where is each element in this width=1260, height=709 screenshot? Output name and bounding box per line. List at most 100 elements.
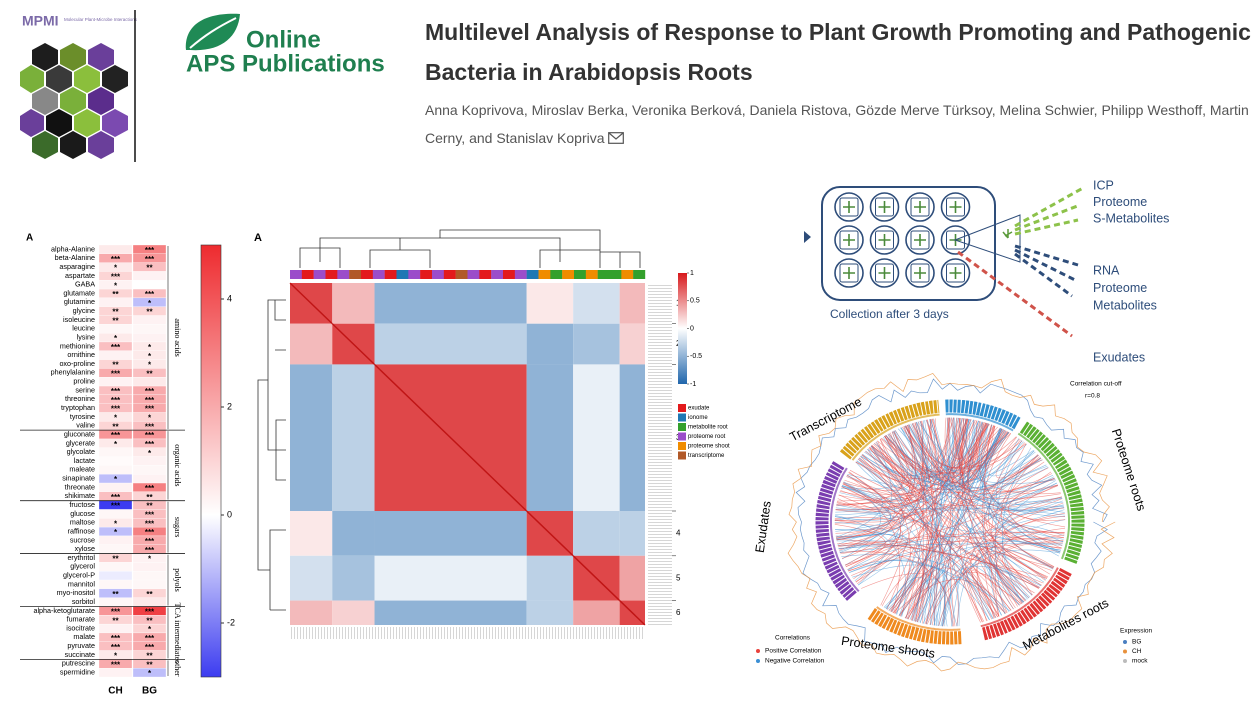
chord: [847, 535, 1055, 570]
significance: ***: [111, 272, 121, 281]
strip-cell: [491, 270, 504, 279]
heatmap-cell: [98, 623, 133, 634]
chord: [1008, 484, 1062, 549]
significance: *: [114, 440, 118, 449]
well: [905, 258, 935, 288]
strip-cell: [337, 270, 350, 279]
chord: [929, 527, 1066, 625]
metabolite-heatmap: A alpha-Alanine ***beta-Alanine *** ***aspa…: [20, 233, 235, 697]
chord: [961, 418, 1014, 610]
correlation-block: [526, 283, 574, 324]
strip-cell: [301, 270, 314, 279]
well: [905, 225, 935, 255]
legend-dot: [1123, 649, 1127, 654]
sector-rim: [876, 606, 961, 631]
chord: [934, 418, 1042, 586]
correlation-block: [290, 600, 333, 625]
chord: [881, 538, 1064, 607]
correlation-block: [526, 364, 574, 511]
correlation-block: [573, 364, 620, 511]
legend-label: ionome: [688, 415, 708, 421]
legend-swatch: [678, 423, 686, 431]
chord: [836, 421, 981, 508]
publisher-logo[interactable]: Online APS Publications: [185, 13, 385, 78]
well: [869, 225, 900, 255]
legend-swatch: [678, 432, 686, 441]
sector-rim: [1017, 432, 1070, 560]
well-insert: [875, 263, 894, 283]
group-label: other: [173, 660, 182, 677]
colorbar-tick-label: -0.5: [690, 353, 702, 360]
chord: [926, 419, 942, 625]
sector-ring: [815, 460, 857, 601]
significance: ***: [145, 607, 155, 616]
chord: [893, 422, 987, 614]
strip-cell: [621, 270, 634, 279]
chord: [852, 564, 951, 627]
chord: [956, 553, 1047, 627]
strip-cell: [396, 270, 409, 279]
seedling: [878, 201, 891, 213]
well: [940, 225, 971, 255]
top-dendrogram: [299, 229, 641, 268]
heatmap-cell: [98, 579, 133, 589]
metabolite-label: gluconate: [64, 429, 95, 438]
root-output: Metabolites: [1093, 298, 1157, 312]
email-icon[interactable]: [607, 132, 624, 144]
expression-title: Expression: [1120, 628, 1153, 635]
legend-dot: [756, 649, 760, 653]
correlation-block: [374, 511, 527, 556]
strip-cell: [467, 270, 480, 279]
chord: [849, 441, 911, 495]
metabolite-label: glycine: [73, 306, 95, 315]
chord: [931, 418, 1026, 602]
chord: [838, 543, 1063, 549]
significance: **: [112, 361, 119, 370]
significance: *: [148, 669, 152, 678]
correlation-block: [290, 323, 333, 365]
cluster-label: 6: [676, 608, 681, 617]
seedling: [914, 234, 926, 246]
strip-cell: [420, 270, 433, 279]
cluster-label: 4: [676, 529, 681, 538]
strip-cell: [361, 270, 374, 279]
correlation-block: [332, 555, 375, 601]
chord: [838, 541, 920, 611]
chord: [891, 417, 951, 612]
seedling: [949, 267, 962, 279]
metabolite-label: beta-Alanine: [55, 253, 95, 262]
significance: **: [146, 502, 153, 511]
significance: *: [114, 652, 118, 661]
chord: [994, 454, 1039, 609]
correlation-block: [374, 323, 527, 365]
significance: ***: [111, 643, 121, 652]
cover-hexagons: [20, 43, 128, 159]
chord: [908, 424, 1024, 603]
metabolite-label: glycerol: [70, 562, 95, 571]
chord: [942, 562, 1033, 627]
chord: [900, 430, 1007, 617]
output-arrows: [957, 186, 1084, 338]
significance: ***: [111, 387, 121, 396]
metabolite-label: tyrosine: [70, 412, 95, 421]
chord: [837, 457, 1042, 514]
chord: [848, 472, 901, 572]
well: [940, 192, 971, 222]
group-label: amino acids: [173, 318, 182, 356]
metabolite-label: methionine: [60, 341, 95, 350]
significance: **: [112, 422, 119, 431]
group-label: organic acids: [173, 444, 182, 486]
chord: [885, 577, 935, 626]
journal-cover[interactable]: MPMI Molecular Plant-Microbe Interaction…: [20, 10, 138, 162]
well-insert: [946, 230, 965, 250]
chord: [884, 432, 1010, 472]
legend-dot: [1123, 640, 1127, 644]
significance: *: [148, 343, 152, 352]
row-feature-labels: [648, 283, 672, 625]
chord: [930, 576, 994, 625]
chord: [847, 547, 928, 621]
heatmap-cell: [132, 668, 167, 678]
heatmap-cell: [98, 668, 133, 678]
significance: **: [146, 652, 153, 661]
metabolite-label: GABA: [75, 280, 95, 289]
